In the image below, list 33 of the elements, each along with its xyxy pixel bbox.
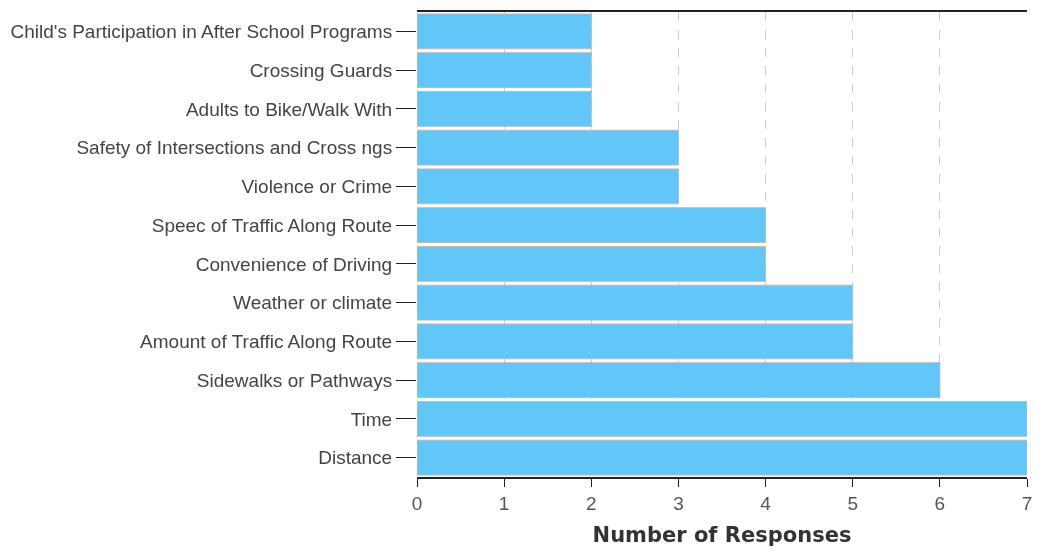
y-tick-label: Safety of Intersections and Cross ngs [76, 137, 393, 159]
y-tick-label: Time [350, 408, 393, 430]
x-tick-label: 7 [1021, 492, 1033, 514]
y-tick-label: Weather or climate [233, 292, 393, 314]
bar [417, 207, 767, 244]
bar [417, 52, 592, 89]
bar [417, 284, 854, 321]
x-tick-label: 1 [498, 492, 510, 514]
x-tick-label: 3 [673, 492, 684, 514]
y-tick-label: Speec of Traffic Along Route [151, 214, 393, 236]
bar [417, 90, 592, 127]
y-tick-label: Amount of Traffic Along Route [140, 331, 393, 353]
bar [417, 323, 854, 360]
bar [417, 13, 592, 50]
bar [417, 400, 1027, 437]
x-tick-label: 0 [411, 492, 423, 514]
x-tick-label: 4 [760, 492, 772, 514]
x-axis-title: Number of Responses [592, 523, 852, 548]
bar [417, 362, 941, 399]
y-tick-label: Adults to Bike/Walk With [185, 98, 393, 120]
x-tick-label: 5 [847, 492, 858, 514]
x-tick-label: 6 [934, 492, 946, 514]
y-tick-label: Sidewalks or Pathways [196, 369, 393, 391]
y-tick-label: Violence or Crime [241, 176, 393, 198]
y-tick-label: Child's Participation in After School Programs [10, 21, 393, 43]
bar [417, 439, 1027, 476]
x-tick-label: 2 [586, 492, 597, 514]
y-tick-label: Distance [318, 447, 393, 469]
bar [417, 129, 679, 166]
y-tick-label: Crossing Guards [249, 59, 393, 81]
bar [417, 168, 679, 205]
y-tick-label: Convenience of Driving [195, 253, 393, 275]
bar [417, 245, 767, 282]
